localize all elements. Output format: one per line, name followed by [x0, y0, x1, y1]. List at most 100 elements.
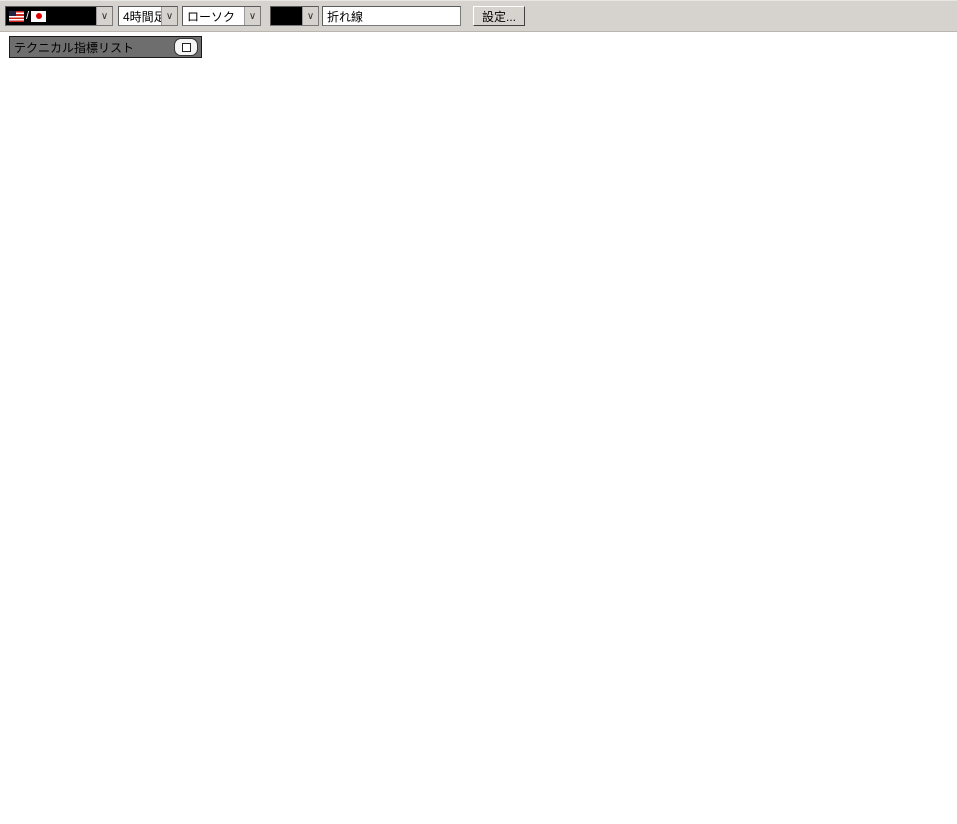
bb-upper-pink — [0, 120, 892, 324]
up-candle — [88, 295, 94, 328]
down-candle — [254, 340, 260, 346]
color-swatch: 白 — [271, 7, 302, 25]
up-candle — [673, 290, 679, 297]
price-annotation: 155.978 — [2, 307, 53, 321]
down-candle — [771, 268, 777, 274]
up-candle — [615, 232, 621, 252]
down-candle — [202, 318, 208, 333]
down-candle — [702, 282, 708, 288]
macd-histogram-bar — [553, 708, 557, 714]
up-candle — [105, 187, 111, 220]
macd-histogram-bar — [43, 711, 47, 714]
down-candle — [145, 219, 151, 234]
macd-histogram-bar — [720, 711, 724, 714]
x-axis-label: 1/6 — [647, 806, 669, 820]
down-candle — [116, 178, 122, 200]
chevron-down-icon[interactable]: ∨ — [161, 7, 177, 25]
line-type-input[interactable]: 折れ線 — [322, 6, 461, 26]
down-candle — [42, 367, 48, 376]
ichimoku-pink-mid — [478, 288, 890, 318]
down-candle — [581, 273, 587, 279]
macd-histogram-bar — [500, 700, 504, 714]
down-candle — [342, 268, 348, 283]
down-candle — [517, 284, 523, 290]
chevron-down-icon[interactable]: ∨ — [244, 7, 260, 25]
x-axis-label: 12/29 — [365, 806, 401, 820]
zigzag-drawing[interactable]: 123 41 2 — [623, 97, 883, 309]
y-axis-label: 155.00 — [890, 405, 935, 420]
up-candle — [661, 291, 667, 297]
macd-histogram-bar — [349, 707, 353, 714]
up-candle — [237, 345, 243, 355]
up-candle — [864, 142, 870, 155]
macd-histogram-bar — [261, 714, 265, 724]
down-candle — [627, 216, 633, 234]
up-candle — [331, 277, 337, 297]
macd-histogram-bar — [611, 711, 615, 714]
flag-separator: / — [26, 10, 30, 22]
macd-histogram-bar — [477, 707, 481, 714]
macd-histogram-bar — [431, 714, 435, 722]
up-candle — [852, 160, 858, 173]
up-candle — [191, 306, 197, 315]
down-candle — [395, 302, 401, 315]
up-candle — [494, 297, 500, 310]
macd-histogram-bar — [343, 705, 347, 714]
macd-histogram-bar — [226, 714, 230, 735]
macd-histogram-bar — [628, 714, 632, 717]
y-axis-label: 158.50 — [890, 91, 935, 106]
price-annotation: 156.295 — [718, 291, 769, 305]
up-candle — [546, 282, 552, 292]
down-candle — [378, 293, 384, 304]
macd-line — [0, 646, 889, 726]
macd-histogram-bar — [197, 714, 201, 743]
price-annotation: 157.300 — [602, 195, 653, 209]
chevron-down-icon[interactable]: ∨ — [96, 7, 112, 25]
macd-histogram-bar — [361, 711, 365, 714]
down-candle — [348, 282, 354, 292]
sigma3-outer-cyan — [699, 559, 889, 587]
macd-histogram-bar — [402, 714, 406, 722]
down-candle — [649, 295, 655, 306]
restore-window-button[interactable] — [174, 38, 198, 56]
macd-histogram-bar — [744, 711, 748, 714]
chevron-down-icon[interactable]: ∨ — [302, 7, 318, 25]
macd-histogram-bar — [106, 684, 110, 714]
up-candle — [320, 313, 326, 328]
macd-histogram-bar — [685, 714, 689, 721]
macd-histogram-bar — [582, 711, 586, 714]
up-candle — [354, 282, 360, 292]
macd-histogram-bar — [279, 714, 283, 721]
macd-histogram-bar — [656, 714, 660, 727]
technical-indicator-list-panel[interactable]: テクニカル指標リスト — [9, 36, 202, 58]
candles-layer — [2, 127, 887, 388]
down-candle — [569, 279, 575, 283]
up-candle — [168, 273, 174, 283]
macd-histogram-bar — [489, 703, 493, 714]
up-candle — [655, 295, 661, 306]
up-candle — [766, 268, 772, 279]
settings-button[interactable]: 設定... — [473, 6, 525, 26]
y-axis-label: 153.50 — [890, 540, 935, 555]
macd-histogram-bar — [135, 695, 139, 714]
grid-lines — [0, 30, 884, 819]
x-axis-label: 12/18 — [2, 806, 38, 820]
down-candle — [748, 279, 754, 283]
timeframe-select[interactable]: 4時間足 ∨ — [118, 6, 178, 26]
down-candle — [783, 257, 789, 279]
down-candle — [54, 367, 60, 382]
macd-histogram-bar — [285, 714, 289, 720]
up-candle — [13, 331, 19, 338]
x-axis-label: 12/22 — [112, 806, 148, 820]
macd-histogram-bar — [140, 701, 144, 714]
pair-label: USD/JPY — [49, 7, 96, 25]
currency-pair-select[interactable]: / USD/JPY ∨ — [5, 6, 113, 26]
up-candle — [743, 279, 749, 288]
chart-type-select[interactable]: ローソク ∨ — [182, 6, 261, 26]
macd-histogram-bar — [801, 706, 805, 714]
color-select[interactable]: 白 ∨ — [270, 6, 319, 26]
macd-histogram-bar — [315, 708, 319, 714]
sigma3-outer-pink — [477, 419, 889, 559]
